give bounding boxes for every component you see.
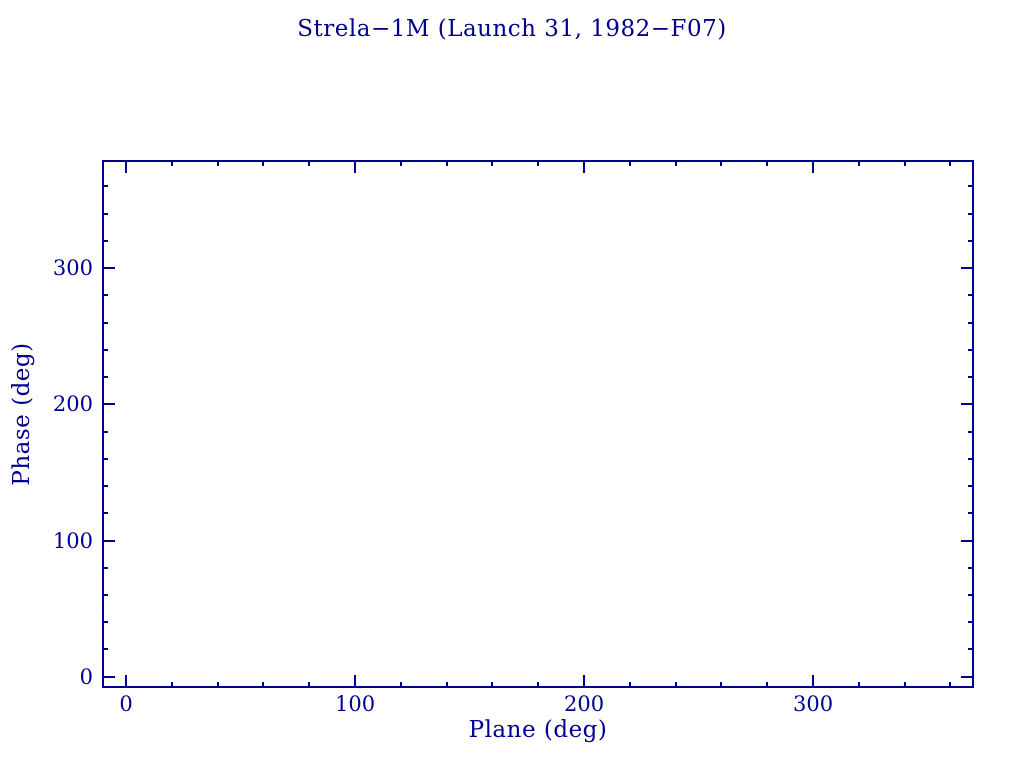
y-axis-tick: [102, 376, 108, 379]
y-axis-tick: [968, 512, 974, 515]
x-axis-tick: [583, 160, 586, 173]
y-axis-tick: [102, 348, 108, 351]
y-axis-tick: [968, 239, 974, 242]
y-axis-tick: [102, 212, 108, 215]
x-axis-tick: [628, 160, 631, 166]
x-axis-tick: [766, 160, 769, 166]
x-axis-tick: [216, 682, 219, 688]
x-axis-tick: [170, 682, 173, 688]
chart-title: Strela−1M (Launch 31, 1982−F07): [297, 16, 727, 42]
x-axis-tick: [125, 160, 128, 173]
plot-frame: [102, 160, 974, 688]
x-axis-tick: [628, 682, 631, 688]
x-tick-label: 100: [334, 692, 376, 716]
y-tick-label: 300: [52, 256, 93, 281]
y-axis-tick: [968, 294, 974, 297]
y-axis-tick: [968, 648, 974, 651]
y-tick-label: 200: [52, 392, 93, 417]
x-tick-label: 0: [119, 692, 133, 716]
y-axis-tick: [968, 321, 974, 324]
x-axis-tick: [720, 160, 723, 166]
y-axis-tick: [968, 376, 974, 379]
y-tick-label: 100: [52, 528, 93, 553]
x-axis-label: Plane (deg): [468, 717, 608, 743]
y-axis-tick: [102, 648, 108, 651]
x-axis-tick: [262, 682, 265, 688]
y-axis-tick: [102, 267, 115, 270]
y-axis-tick: [102, 457, 108, 460]
y-axis-tick: [968, 348, 974, 351]
x-axis-tick: [903, 682, 906, 688]
x-axis-tick: [812, 675, 815, 688]
x-axis-tick: [399, 160, 402, 166]
y-axis-tick: [102, 539, 115, 542]
y-axis-tick: [961, 403, 974, 406]
y-axis-tick: [968, 457, 974, 460]
y-tick-label: 0: [79, 664, 93, 689]
x-axis-tick: [445, 682, 448, 688]
y-axis-tick: [961, 675, 974, 678]
y-axis-tick: [102, 321, 108, 324]
y-axis-tick: [968, 185, 974, 188]
x-axis-tick: [399, 682, 402, 688]
x-axis-tick: [354, 160, 357, 173]
y-axis-tick: [961, 539, 974, 542]
x-axis-tick: [766, 682, 769, 688]
y-axis-tick: [968, 485, 974, 488]
y-axis-tick: [968, 430, 974, 433]
x-axis-tick: [262, 160, 265, 166]
x-axis-tick: [674, 160, 677, 166]
x-axis-tick: [308, 160, 311, 166]
x-axis-tick: [308, 682, 311, 688]
x-axis-tick: [674, 682, 677, 688]
x-axis-tick: [583, 675, 586, 688]
y-axis-tick: [961, 267, 974, 270]
x-axis-tick: [491, 682, 494, 688]
x-axis-tick: [216, 160, 219, 166]
y-axis-tick: [102, 294, 108, 297]
y-axis-tick: [102, 593, 108, 596]
x-axis-tick: [720, 682, 723, 688]
y-axis-tick: [102, 512, 108, 515]
y-axis-tick: [102, 675, 115, 678]
y-axis-tick: [102, 403, 115, 406]
y-axis-tick: [968, 566, 974, 569]
x-axis-tick: [125, 675, 128, 688]
x-axis-tick: [903, 160, 906, 166]
x-axis-tick: [354, 675, 357, 688]
y-axis-tick: [968, 212, 974, 215]
x-axis-tick: [812, 160, 815, 173]
x-axis-tick: [949, 160, 952, 166]
x-tick-label: 300: [792, 692, 834, 716]
y-axis-tick: [102, 485, 108, 488]
x-axis-tick: [949, 682, 952, 688]
x-axis-tick: [537, 682, 540, 688]
y-axis-tick: [102, 621, 108, 624]
y-axis-tick: [102, 239, 108, 242]
y-axis-tick: [102, 185, 108, 188]
x-tick-label: 200: [563, 692, 605, 716]
y-axis-tick: [968, 593, 974, 596]
x-axis-tick: [170, 160, 173, 166]
x-axis-tick: [537, 160, 540, 166]
x-axis-tick: [857, 160, 860, 166]
plot-area: 0 100 200 300 0 100 200 300: [53, 160, 974, 715]
x-axis-tick: [445, 160, 448, 166]
y-axis-tick: [102, 566, 108, 569]
y-axis-tick: [102, 430, 108, 433]
x-axis-tick: [491, 160, 494, 166]
x-axis-tick: [857, 682, 860, 688]
y-axis-tick: [968, 621, 974, 624]
